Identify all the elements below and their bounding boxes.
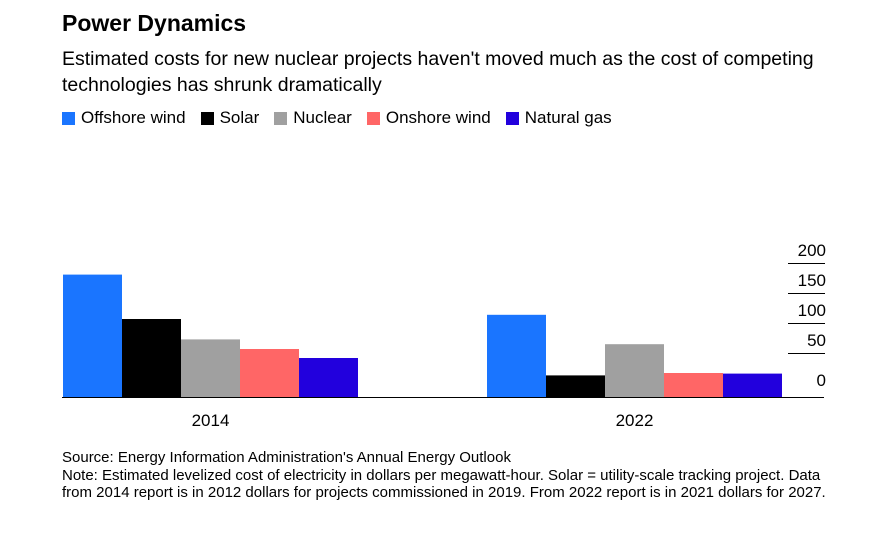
y-tick-label-200: 200 bbox=[798, 241, 826, 260]
bar-offshore-wind-2022 bbox=[487, 314, 546, 397]
bar-offshore-wind-2014 bbox=[63, 274, 122, 397]
legend-item-solar: Solar bbox=[200, 108, 260, 128]
bar-chart: 2014 2022 0 50 100 150 200 bbox=[62, 241, 826, 430]
y-tick-label-50: 50 bbox=[807, 331, 826, 350]
bar-natural-gas-2022 bbox=[723, 373, 782, 397]
source-text: Source: Energy Information Administratio… bbox=[62, 449, 511, 466]
note-text: Note: Estimated levelized cost of electr… bbox=[62, 466, 826, 502]
legend: Offshore wind Solar Nuclear Onshore wind… bbox=[62, 108, 627, 128]
legend-item-natural-gas: Natural gas bbox=[505, 108, 612, 128]
legend-swatch-nuclear bbox=[274, 111, 288, 125]
legend-label-onshore-wind: Onshore wind bbox=[385, 108, 491, 127]
y-tick-label-100: 100 bbox=[798, 301, 826, 320]
legend-swatch-offshore-wind bbox=[62, 111, 75, 125]
bar-solar-2014 bbox=[122, 319, 181, 397]
legend-swatch-natural-gas bbox=[505, 111, 519, 125]
legend-swatch-onshore-wind bbox=[366, 111, 380, 125]
bar-onshore-wind-2014 bbox=[240, 349, 299, 397]
chart-subtitle: Estimated costs for new nuclear projects… bbox=[62, 48, 814, 96]
bar-solar-2022 bbox=[546, 375, 605, 397]
legend-label-offshore-wind: Offshore wind bbox=[81, 108, 186, 127]
bar-nuclear-2022 bbox=[605, 344, 664, 397]
source-notes: Source: Energy Information Administratio… bbox=[62, 449, 852, 502]
bar-nuclear-2014 bbox=[181, 339, 240, 397]
legend-item-onshore-wind: Onshore wind bbox=[366, 108, 491, 128]
y-tick-label-0: 0 bbox=[817, 371, 826, 390]
legend-item-offshore-wind: Offshore wind bbox=[62, 108, 186, 128]
legend-label-natural-gas: Natural gas bbox=[524, 108, 612, 127]
legend-item-nuclear: Nuclear bbox=[274, 108, 352, 128]
y-tick-label-150: 150 bbox=[798, 271, 826, 290]
bar-natural-gas-2014 bbox=[299, 358, 358, 397]
legend-label-solar: Solar bbox=[219, 108, 260, 127]
legend-label-nuclear: Nuclear bbox=[293, 108, 352, 127]
legend-swatch-solar bbox=[200, 111, 214, 125]
chart-title: Power Dynamics bbox=[62, 10, 247, 36]
x-tick-label-2014: 2014 bbox=[192, 411, 230, 430]
x-tick-label-2022: 2022 bbox=[616, 411, 654, 430]
bar-onshore-wind-2022 bbox=[664, 373, 723, 397]
